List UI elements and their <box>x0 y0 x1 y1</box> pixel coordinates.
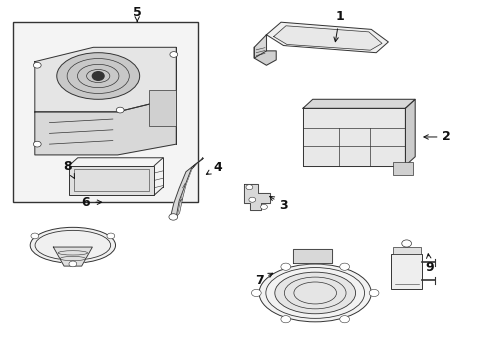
Circle shape <box>339 263 349 270</box>
Text: 2: 2 <box>423 130 450 144</box>
Circle shape <box>368 289 378 297</box>
Polygon shape <box>254 47 276 65</box>
Polygon shape <box>35 98 176 155</box>
Ellipse shape <box>259 264 370 322</box>
Ellipse shape <box>30 227 115 263</box>
Text: 6: 6 <box>81 196 102 209</box>
Bar <box>390 253 422 289</box>
Circle shape <box>248 197 255 202</box>
Circle shape <box>92 72 104 80</box>
Circle shape <box>245 185 252 190</box>
Polygon shape <box>266 22 387 53</box>
Polygon shape <box>183 168 192 188</box>
Polygon shape <box>243 184 270 211</box>
Text: 5: 5 <box>133 6 142 22</box>
Polygon shape <box>53 247 92 266</box>
Circle shape <box>339 316 349 323</box>
Circle shape <box>401 240 411 247</box>
Text: 1: 1 <box>333 10 343 42</box>
Bar <box>392 162 412 175</box>
Text: 7: 7 <box>254 273 272 287</box>
Polygon shape <box>170 158 203 218</box>
Polygon shape <box>180 185 185 202</box>
Bar <box>74 169 149 192</box>
Circle shape <box>31 233 39 239</box>
Circle shape <box>33 62 41 68</box>
Polygon shape <box>303 108 405 166</box>
Polygon shape <box>293 249 331 263</box>
Circle shape <box>251 289 261 297</box>
Circle shape <box>280 316 290 323</box>
Circle shape <box>280 263 290 270</box>
Text: 9: 9 <box>425 254 433 274</box>
Circle shape <box>260 204 267 210</box>
Polygon shape <box>177 199 182 216</box>
Polygon shape <box>303 99 414 108</box>
Circle shape <box>168 214 177 220</box>
Text: 8: 8 <box>63 160 74 179</box>
Circle shape <box>116 107 124 113</box>
Bar <box>13 22 198 202</box>
Polygon shape <box>405 99 414 166</box>
Ellipse shape <box>274 272 355 314</box>
Circle shape <box>69 261 77 267</box>
Circle shape <box>33 141 41 147</box>
Polygon shape <box>35 47 176 112</box>
Bar <box>149 90 176 126</box>
Bar <box>69 166 154 195</box>
Text: 3: 3 <box>269 197 287 212</box>
Ellipse shape <box>57 53 140 99</box>
Bar <box>392 247 420 253</box>
Circle shape <box>107 233 115 239</box>
Text: 4: 4 <box>206 161 222 174</box>
Polygon shape <box>189 157 203 171</box>
Circle shape <box>169 51 177 57</box>
Polygon shape <box>273 26 381 50</box>
Polygon shape <box>254 35 266 58</box>
